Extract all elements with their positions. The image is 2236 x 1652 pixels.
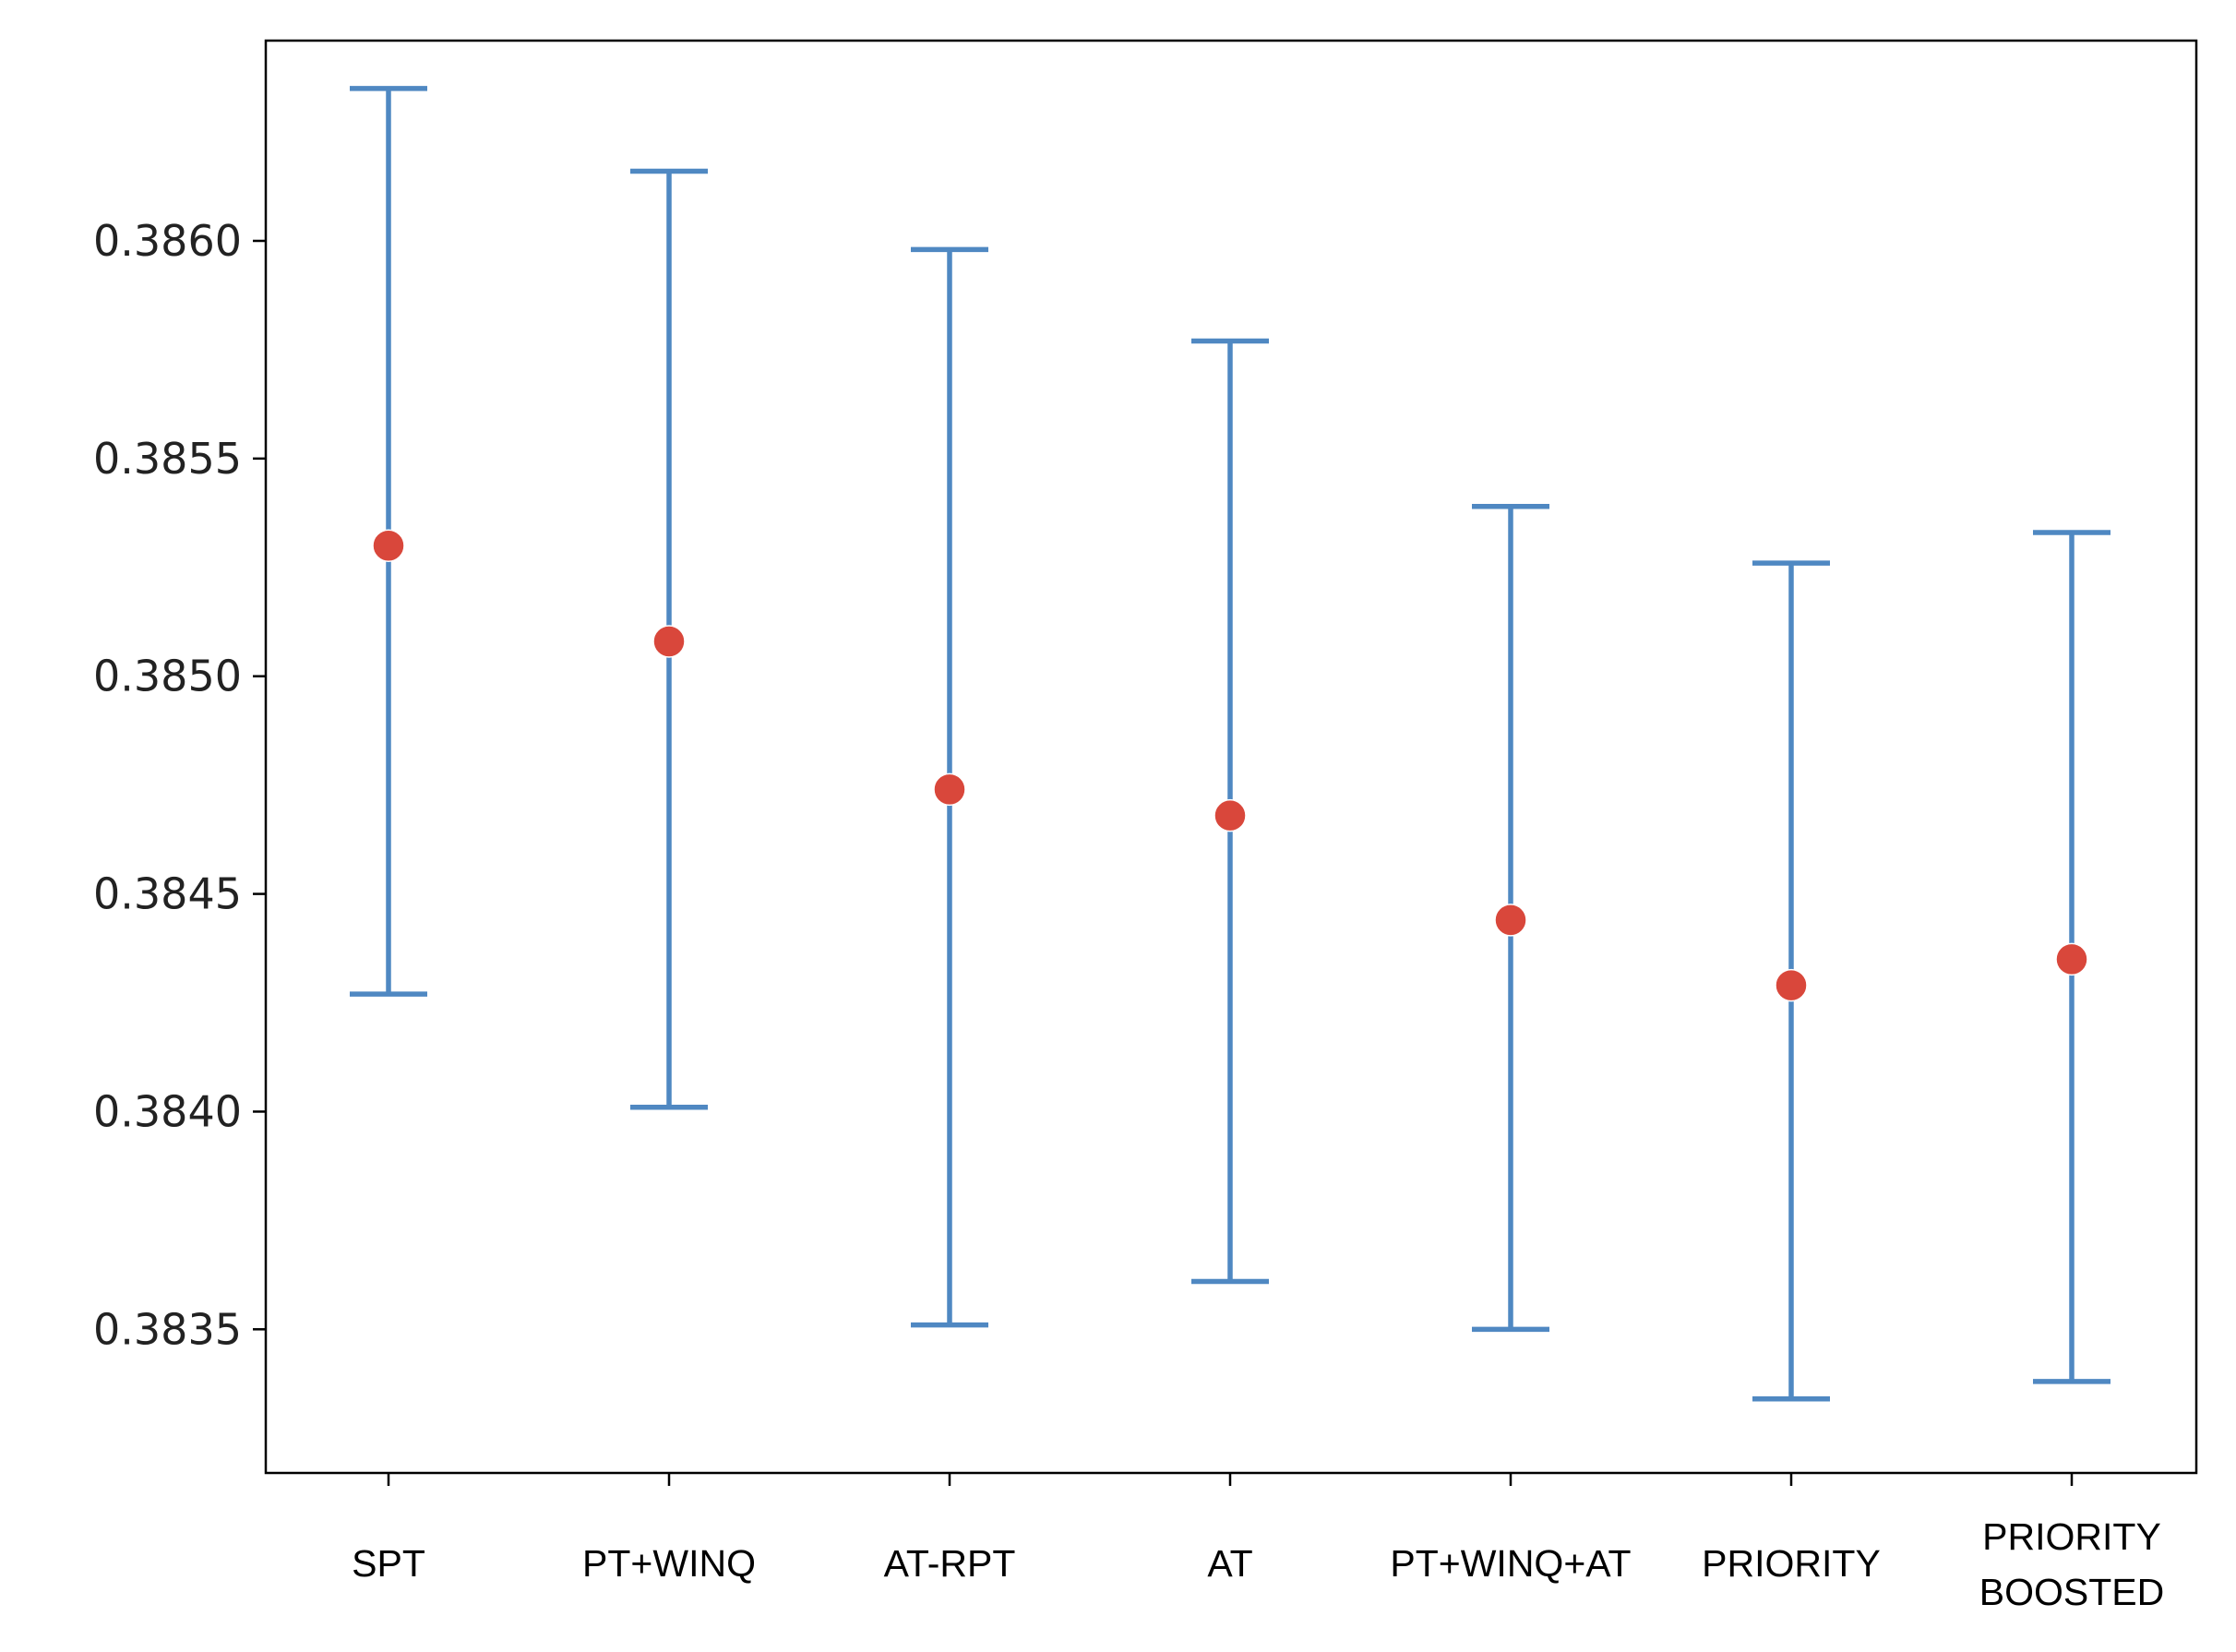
y-axis: 0.3835 0.3840 0.3845 0.3850 0.3855 0.3860 xyxy=(93,216,266,1354)
mean-markers xyxy=(372,529,2088,1002)
y-tick-label: 0.3855 xyxy=(93,434,242,484)
mean-marker xyxy=(652,625,686,658)
mean-marker xyxy=(1214,798,1247,832)
mean-marker xyxy=(1775,968,1808,1002)
x-tick-label: PT+WINQ+AT xyxy=(1390,1542,1631,1585)
x-tick-label-line: PRIORITY xyxy=(1982,1515,2161,1558)
x-tick-label: PRIORITY xyxy=(1702,1542,1881,1585)
y-tick-label: 0.3835 xyxy=(93,1304,242,1354)
x-tick-label: SPT xyxy=(352,1542,425,1585)
x-tick-label: AT-RPT xyxy=(884,1542,1016,1585)
mean-marker xyxy=(372,529,405,562)
x-tick-label: PRIORITY BOOSTED xyxy=(1979,1515,2164,1613)
x-tick-label: PT+WINQ xyxy=(582,1542,756,1585)
errorbar-series xyxy=(350,86,2110,1402)
x-axis: SPT PT+WINQ AT-RPT AT PT+WINQ+AT PRIORITYPRIO… xyxy=(352,1473,2164,1613)
y-tick-label: 0.3850 xyxy=(93,652,242,701)
x-tick-label-line: BOOSTED xyxy=(1979,1571,2164,1613)
mean-marker xyxy=(933,772,966,807)
x-tick-label: AT xyxy=(1207,1542,1252,1585)
y-tick-label: 0.3840 xyxy=(93,1086,242,1136)
mean-marker xyxy=(1494,904,1527,937)
y-tick-label: 0.3860 xyxy=(93,216,242,266)
y-tick-label: 0.3845 xyxy=(93,869,242,919)
mean-marker xyxy=(2055,942,2088,976)
